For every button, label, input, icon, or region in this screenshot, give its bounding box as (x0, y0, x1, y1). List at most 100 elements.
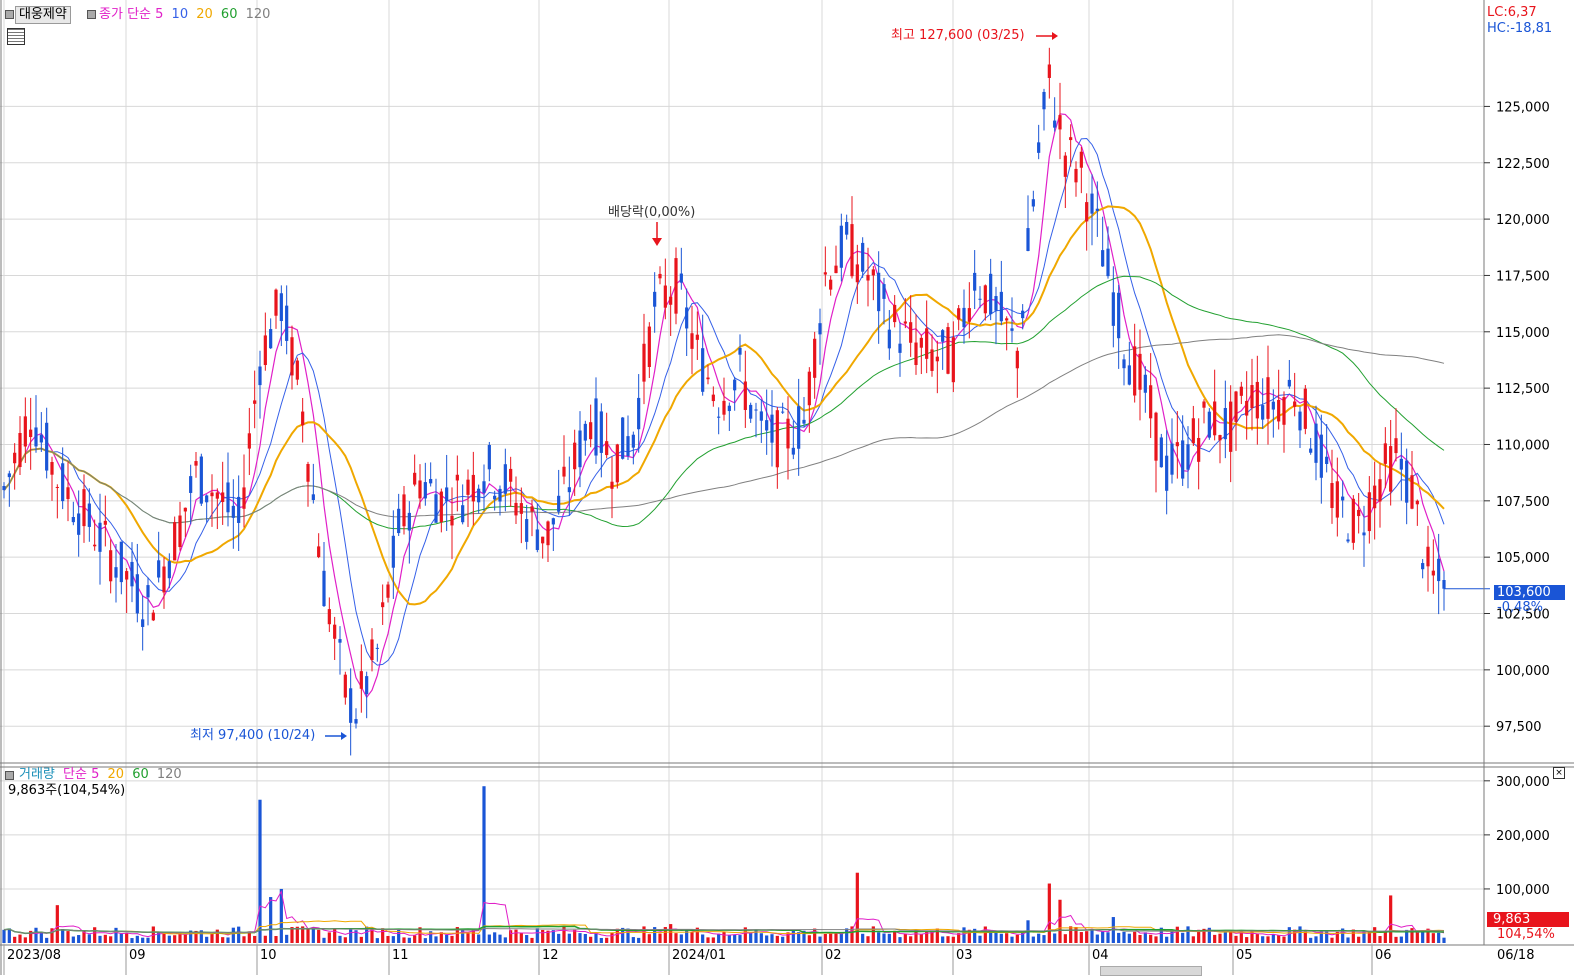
candle[interactable] (301, 397, 305, 443)
candle[interactable] (786, 396, 790, 480)
volume-bar[interactable] (967, 929, 971, 943)
volume-bar[interactable] (573, 929, 577, 943)
volume-bar[interactable] (455, 927, 459, 943)
candle[interactable] (1005, 316, 1009, 351)
volume-bar[interactable] (1394, 936, 1398, 943)
candle[interactable] (1399, 432, 1403, 501)
candle[interactable] (61, 447, 65, 510)
candle[interactable] (1330, 449, 1334, 524)
candle[interactable] (871, 266, 875, 301)
candle[interactable] (247, 407, 251, 476)
candle[interactable] (29, 397, 33, 470)
candle[interactable] (1357, 493, 1361, 534)
candle[interactable] (733, 376, 737, 411)
candle[interactable] (1058, 82, 1062, 160)
candle[interactable] (770, 390, 774, 467)
candle[interactable] (167, 553, 171, 589)
candle[interactable] (669, 286, 673, 336)
volume-bar[interactable] (1330, 937, 1334, 943)
candle[interactable] (887, 310, 891, 360)
volume-bar[interactable] (583, 934, 587, 943)
volume-bar[interactable] (482, 786, 486, 943)
candle[interactable] (274, 288, 278, 329)
volume-bar[interactable] (1293, 929, 1297, 943)
volume-bar[interactable] (946, 936, 950, 943)
volume-bar[interactable] (1389, 895, 1393, 943)
candle[interactable] (957, 304, 961, 331)
volume-bar[interactable] (1229, 931, 1233, 943)
candle[interactable] (621, 417, 625, 460)
candle[interactable] (1026, 195, 1030, 252)
volume-bar[interactable] (93, 927, 97, 943)
candle[interactable] (658, 266, 662, 285)
candle[interactable] (1303, 384, 1307, 435)
candle[interactable] (679, 247, 683, 290)
candle[interactable] (647, 322, 651, 378)
candle[interactable] (290, 325, 294, 390)
candle[interactable] (1389, 419, 1393, 506)
volume-bar[interactable] (1197, 929, 1201, 943)
volume-bar[interactable] (935, 928, 939, 943)
volume-bar[interactable] (1271, 934, 1275, 943)
candle[interactable] (194, 452, 198, 478)
candle[interactable] (1437, 533, 1441, 615)
volume-bar[interactable] (343, 937, 347, 943)
volume-bar[interactable] (103, 934, 107, 943)
candle[interactable] (13, 443, 17, 490)
volume-bar[interactable] (738, 935, 742, 943)
candle[interactable] (498, 485, 502, 516)
candle[interactable] (109, 539, 113, 594)
volume-bar[interactable] (850, 926, 854, 943)
candle[interactable] (125, 568, 129, 614)
candle[interactable] (818, 308, 822, 365)
candle[interactable] (205, 494, 209, 523)
volume-bar[interactable] (1362, 930, 1366, 943)
volume-bar[interactable] (109, 936, 113, 943)
candle[interactable] (1341, 480, 1345, 518)
candle[interactable] (1133, 323, 1137, 403)
volume-bar[interactable] (130, 938, 134, 943)
candle[interactable] (1154, 411, 1158, 493)
candle[interactable] (402, 486, 406, 535)
candle[interactable] (1053, 97, 1057, 132)
volume-bar[interactable] (13, 936, 17, 943)
volume-bar[interactable] (653, 927, 657, 943)
volume-bar[interactable] (327, 932, 331, 943)
volume-bar[interactable] (1282, 936, 1286, 943)
volume-bar[interactable] (541, 929, 545, 943)
candle[interactable] (541, 536, 545, 559)
panel-close-icon[interactable]: × (1553, 767, 1565, 779)
candle[interactable] (503, 448, 507, 512)
volume-bar[interactable] (1378, 936, 1382, 943)
volume-bar[interactable] (429, 931, 433, 943)
candle[interactable] (253, 370, 257, 429)
candle[interactable] (557, 469, 561, 515)
volume-bar[interactable] (461, 929, 465, 943)
candle[interactable] (1239, 381, 1243, 405)
volume-bar[interactable] (77, 935, 81, 943)
volume-bar[interactable] (34, 927, 38, 943)
grid-table-icon[interactable] (7, 28, 25, 45)
candle[interactable] (1314, 405, 1318, 481)
volume-bar[interactable] (930, 931, 934, 943)
volume-bar[interactable] (1101, 931, 1105, 943)
candle[interactable] (530, 499, 534, 537)
volume-bar[interactable] (1127, 933, 1131, 943)
volume-bar[interactable] (845, 928, 849, 943)
volume-bar[interactable] (1346, 937, 1350, 943)
candle[interactable] (87, 488, 91, 542)
volume-bar[interactable] (253, 935, 257, 943)
candle[interactable] (717, 407, 721, 435)
candle[interactable] (151, 609, 155, 622)
candle[interactable] (1181, 415, 1185, 486)
candle[interactable] (413, 454, 417, 487)
candle[interactable] (589, 404, 593, 448)
candle[interactable] (749, 402, 753, 423)
volume-bar[interactable] (1373, 927, 1377, 943)
candle[interactable] (690, 305, 694, 375)
candle[interactable] (397, 493, 401, 536)
volume-bar[interactable] (749, 933, 753, 943)
volume-bar[interactable] (1053, 933, 1057, 943)
volume-bar[interactable] (381, 928, 385, 943)
